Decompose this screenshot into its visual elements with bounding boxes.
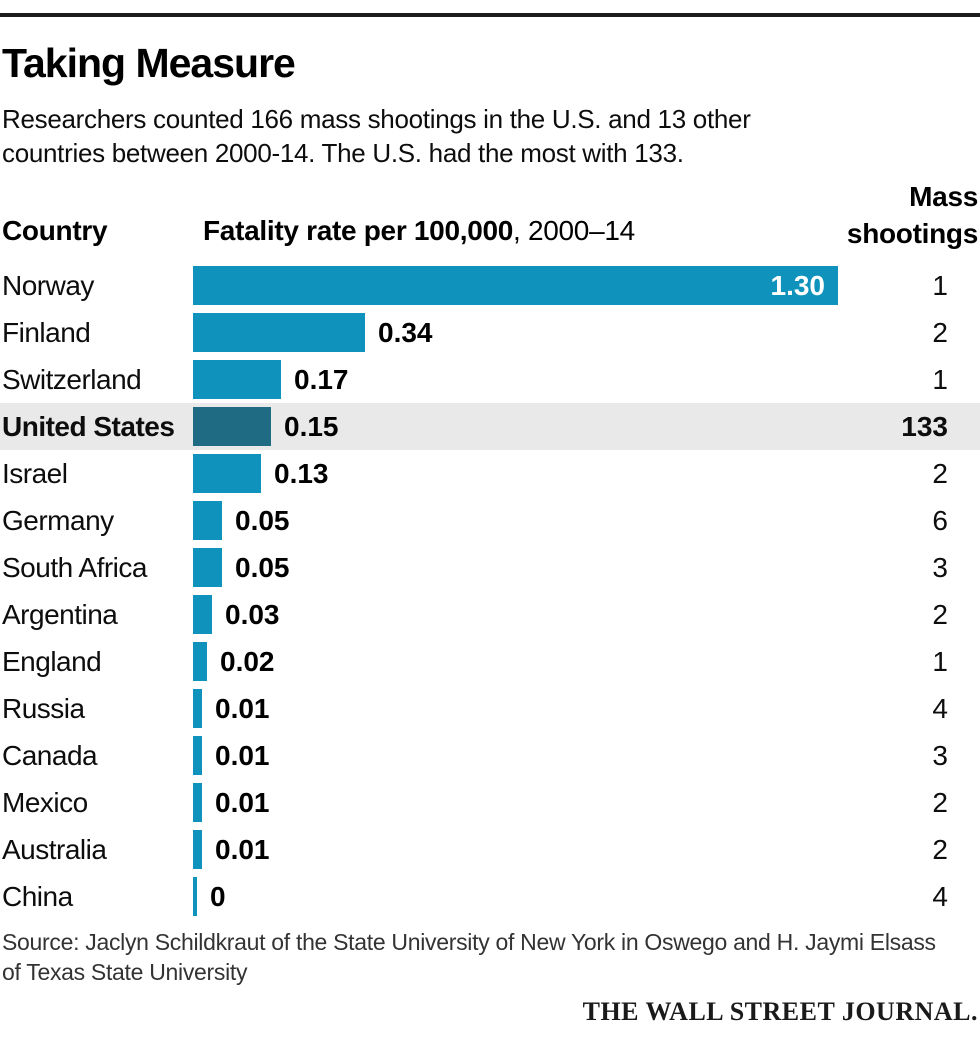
country-label: Israel xyxy=(2,457,68,489)
table-row: Norway 1.30 1 xyxy=(0,262,980,309)
mass-shootings-count: 2 xyxy=(932,598,948,630)
table-row: Switzerland 0.17 1 xyxy=(0,356,980,403)
country-label: Mexico xyxy=(2,786,88,818)
fatality-rate-label-period: , 2000–14 xyxy=(513,215,635,246)
source-line-2: of Texas State University xyxy=(2,959,248,985)
fatality-rate-bar xyxy=(193,642,207,681)
column-header-country: Country xyxy=(2,215,108,246)
table-row: Finland 0.34 2 xyxy=(0,309,980,356)
table-row: England 0.02 1 xyxy=(0,638,980,685)
country-label: Germany xyxy=(2,504,114,536)
fatality-rate-value: 0.01 xyxy=(215,739,270,771)
country-label: Finland xyxy=(2,316,91,348)
fatality-rate-bar xyxy=(193,407,271,446)
table-row: Australia 0.01 2 xyxy=(0,826,980,873)
subtitle-line-1: Researchers counted 166 mass shootings i… xyxy=(2,104,751,134)
fatality-rate-value: 0.01 xyxy=(215,692,270,724)
fatality-rate-value: 0.17 xyxy=(294,363,349,395)
table-row: Germany 0.05 6 xyxy=(0,497,980,544)
country-label: Canada xyxy=(2,739,98,771)
mass-shootings-count: 3 xyxy=(932,551,948,583)
mass-shootings-count: 4 xyxy=(932,880,948,912)
source-note: Source: Jaclyn Schildkraut of the State … xyxy=(2,927,936,987)
top-rule xyxy=(0,13,980,17)
fatality-rate-value: 0.05 xyxy=(235,504,290,536)
mass-shootings-count: 133 xyxy=(901,410,948,442)
column-header-fatality-rate: Fatality rate per 100,000, 2000–14 xyxy=(203,215,635,247)
fatality-rate-bar xyxy=(193,689,202,728)
country-label: United States xyxy=(2,410,175,442)
page-title: Taking Measure xyxy=(2,40,296,86)
fatality-rate-bar xyxy=(193,877,197,916)
mass-shootings-count: 2 xyxy=(932,786,948,818)
mass-shootings-count: 2 xyxy=(932,833,948,865)
fatality-rate-bar xyxy=(193,595,212,634)
table-row: China 0 4 xyxy=(0,873,980,920)
country-label: Russia xyxy=(2,692,85,724)
mass-shootings-count: 2 xyxy=(932,457,948,489)
table-row: Russia 0.01 4 xyxy=(0,685,980,732)
country-label: China xyxy=(2,880,73,912)
table-row: United States 0.15 133 xyxy=(0,403,980,450)
table-row: Israel 0.13 2 xyxy=(0,450,980,497)
fatality-rate-bar xyxy=(193,313,365,352)
fatality-rate-bar xyxy=(193,783,202,822)
column-header-mass-shootings: Mass shootings xyxy=(847,178,978,252)
mass-shootings-count: 4 xyxy=(932,692,948,724)
chart-subtitle: Researchers counted 166 mass shootings i… xyxy=(2,102,751,170)
bar-chart: Norway 1.30 1 Finland 0.34 2 Switzerland… xyxy=(0,262,980,920)
mass-shootings-count: 1 xyxy=(932,269,948,301)
source-line-1: Source: Jaclyn Schildkraut of the State … xyxy=(2,929,936,955)
subtitle-line-2: countries between 2000-14. The U.S. had … xyxy=(2,138,684,168)
fatality-rate-value: 0.34 xyxy=(378,316,433,348)
wsj-logo: THE WALL STREET JOURNAL. xyxy=(582,997,978,1026)
table-row: Argentina 0.03 2 xyxy=(0,591,980,638)
fatality-rate-value: 0 xyxy=(210,880,226,912)
fatality-rate-label-bold: Fatality rate per 100,000 xyxy=(203,215,514,246)
mass-shootings-count: 3 xyxy=(932,739,948,771)
fatality-rate-bar xyxy=(193,266,838,305)
table-row: Canada 0.01 3 xyxy=(0,732,980,779)
fatality-rate-value: 0.01 xyxy=(215,786,270,818)
mass-shootings-count: 2 xyxy=(932,316,948,348)
fatality-rate-bar xyxy=(193,830,202,869)
fatality-rate-value: 0.01 xyxy=(215,833,270,865)
fatality-rate-value: 0.13 xyxy=(274,457,329,489)
mass-shootings-header-line-2: shootings xyxy=(846,218,978,249)
country-label: Australia xyxy=(2,833,107,865)
fatality-rate-bar xyxy=(193,360,281,399)
fatality-rate-value: 0.03 xyxy=(225,598,280,630)
fatality-rate-value: 0.05 xyxy=(235,551,290,583)
mass-shootings-count: 1 xyxy=(932,645,948,677)
fatality-rate-bar xyxy=(193,548,222,587)
country-label: Argentina xyxy=(2,598,118,630)
fatality-rate-bar xyxy=(193,501,222,540)
fatality-rate-bar xyxy=(193,454,261,493)
country-label: Switzerland xyxy=(2,363,142,395)
table-row: Mexico 0.01 2 xyxy=(0,779,980,826)
table-row: South Africa 0.05 3 xyxy=(0,544,980,591)
country-label: Norway xyxy=(2,269,94,301)
mass-shootings-count: 1 xyxy=(932,363,948,395)
fatality-rate-value: 1.30 xyxy=(770,269,826,301)
fatality-rate-bar xyxy=(193,736,202,775)
mass-shootings-header-line-1: Mass xyxy=(909,181,978,212)
mass-shootings-count: 6 xyxy=(932,504,948,536)
fatality-rate-value: 0.15 xyxy=(284,410,339,442)
country-label: South Africa xyxy=(2,551,147,583)
country-label: England xyxy=(2,645,102,677)
fatality-rate-value: 0.02 xyxy=(220,645,275,677)
